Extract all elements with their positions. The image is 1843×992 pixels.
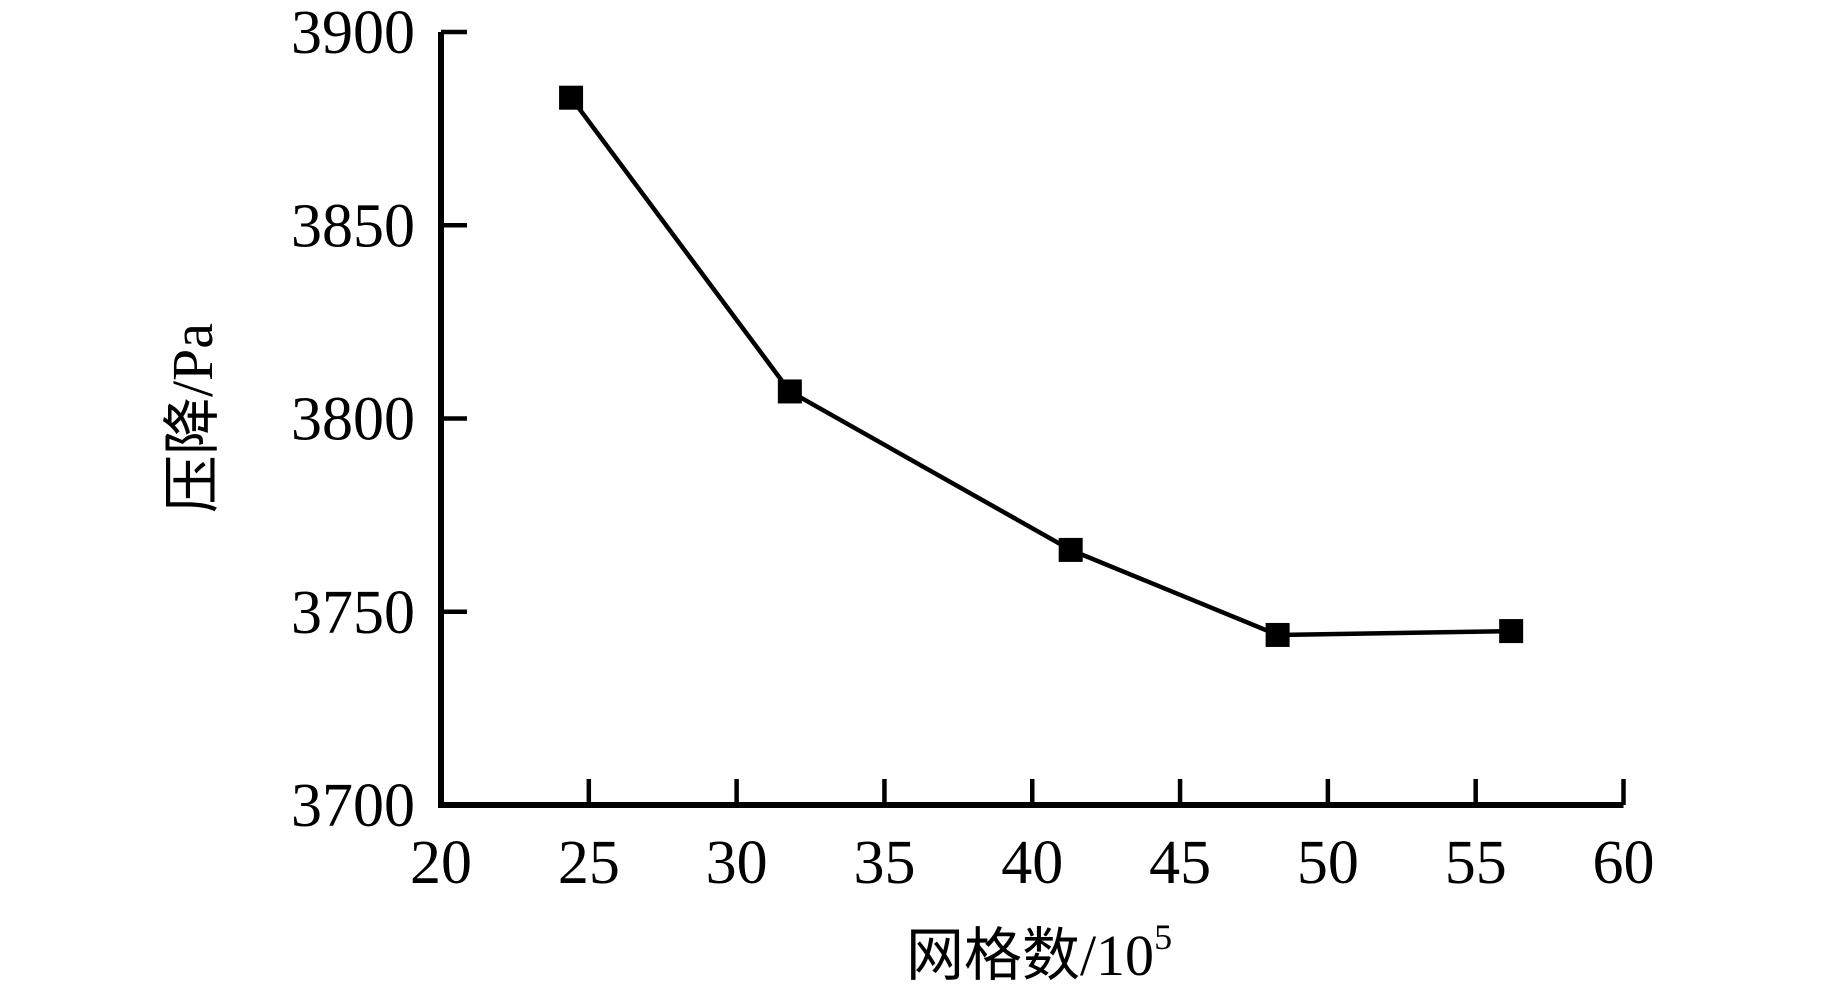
data-point-marker xyxy=(1265,622,1290,647)
y-axis-title: 压降/Pa xyxy=(160,323,225,513)
y-axis-tick-label: 3750 xyxy=(291,579,415,647)
x-axis-tick-label: 55 xyxy=(1445,829,1507,897)
x-axis-tick-label: 45 xyxy=(1149,829,1211,897)
x-axis-title: 网格数/105 xyxy=(906,917,1172,988)
x-axis-tick-label: 35 xyxy=(853,829,915,897)
x-axis-tick-label: 20 xyxy=(410,829,472,897)
x-axis-tick-label: 60 xyxy=(1593,829,1655,897)
data-series-line xyxy=(569,96,1512,638)
data-point-marker xyxy=(559,85,584,110)
axes-spines xyxy=(438,32,1624,808)
data-point-marker xyxy=(1499,619,1524,644)
x-axis-tick-label: 30 xyxy=(706,829,768,897)
x-axis-tick-label: 40 xyxy=(1001,829,1063,897)
y-axis-tick-label: 3800 xyxy=(291,386,415,454)
y-axis-tick-label: 3900 xyxy=(291,0,415,67)
data-point-marker xyxy=(1058,537,1083,562)
x-axis-tick-label: 50 xyxy=(1297,829,1359,897)
y-axis-tick-label: 3850 xyxy=(291,192,415,260)
x-axis-tick-label: 25 xyxy=(558,829,620,897)
x-axis-title-base: 网格数/10 xyxy=(906,923,1154,988)
x-axis-title-superscript: 5 xyxy=(1154,917,1172,957)
y-axis-tick-label: 3700 xyxy=(291,772,415,840)
data-point-marker xyxy=(777,379,802,404)
